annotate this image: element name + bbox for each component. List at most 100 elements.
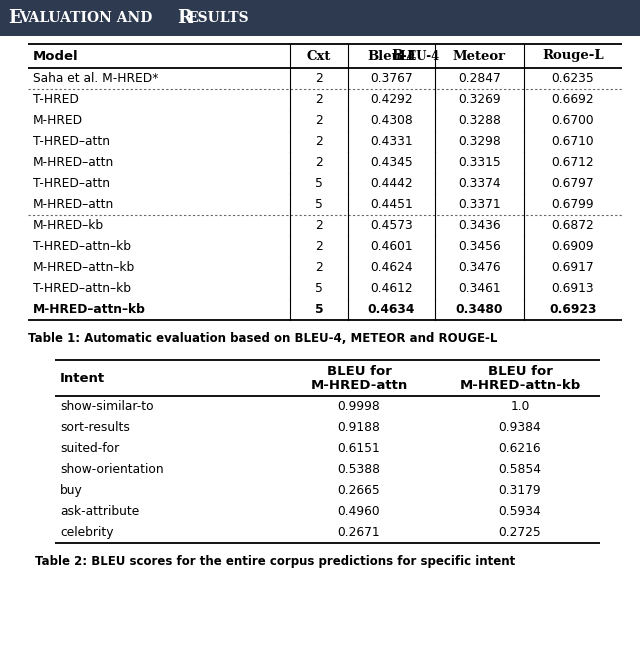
Text: 0.5388: 0.5388 [337,463,381,476]
Text: 0.6913: 0.6913 [552,282,595,295]
Text: suited-for: suited-for [60,442,119,455]
Text: 0.3288: 0.3288 [458,114,501,127]
Text: M-HRED-attn-kb: M-HRED-attn-kb [460,379,580,393]
Text: 0.4634: 0.4634 [368,303,415,316]
Text: 2: 2 [315,219,323,232]
Text: 0.3456: 0.3456 [458,240,501,253]
Text: 0.3476: 0.3476 [458,261,501,274]
Text: B: B [392,49,403,63]
Text: sort-results: sort-results [60,421,130,434]
Text: 0.6712: 0.6712 [552,156,595,169]
Text: 0.4292: 0.4292 [370,93,413,106]
Text: T-HRED–attn: T-HRED–attn [33,177,110,190]
Text: T-HRED–attn–kb: T-HRED–attn–kb [33,282,131,295]
Text: 0.3436: 0.3436 [458,219,501,232]
Text: Saha et al. M-HRED*: Saha et al. M-HRED* [33,72,158,85]
Text: 0.2665: 0.2665 [338,484,380,497]
Text: 0.4451: 0.4451 [370,198,413,211]
Text: 0.4624: 0.4624 [370,261,413,274]
Text: Rouge-L: Rouge-L [542,50,604,62]
Text: 0.5934: 0.5934 [499,505,541,518]
Text: 0.2847: 0.2847 [458,72,501,85]
Text: M-HRED–attn–kb: M-HRED–attn–kb [33,261,135,274]
Text: 2: 2 [315,261,323,274]
Text: Table 2: BLEU scores for the entire corpus predictions for specific intent: Table 2: BLEU scores for the entire corp… [35,555,515,568]
Text: 0.6872: 0.6872 [552,219,595,232]
Text: celebrity: celebrity [60,526,113,539]
Text: VALUATION AND: VALUATION AND [19,11,157,25]
Text: 0.6151: 0.6151 [338,442,380,455]
Text: 0.6923: 0.6923 [549,303,596,316]
Text: M-HRED-attn: M-HRED-attn [310,379,408,393]
Text: buy: buy [60,484,83,497]
Text: BLEU for: BLEU for [326,365,392,379]
Text: 0.4308: 0.4308 [370,114,413,127]
Text: Bleu-4: Bleu-4 [367,50,416,62]
Text: 0.6216: 0.6216 [499,442,541,455]
Text: 0.6235: 0.6235 [552,72,595,85]
Text: 0.5854: 0.5854 [499,463,541,476]
Text: 2: 2 [315,93,323,106]
Text: 2: 2 [315,114,323,127]
Text: 1.0: 1.0 [510,400,530,413]
Text: ESULTS: ESULTS [187,11,248,25]
Text: 0.3298: 0.3298 [458,135,501,148]
Text: R: R [177,9,192,27]
Text: Intent: Intent [60,371,105,385]
Text: 0.6917: 0.6917 [552,261,595,274]
Text: M-HRED–attn: M-HRED–attn [33,156,115,169]
Text: 5: 5 [315,303,323,316]
Text: Table 1: Automatic evaluation based on BLEU-4, METEOR and ROUGE-L: Table 1: Automatic evaluation based on B… [28,332,497,345]
Text: 0.6797: 0.6797 [552,177,595,190]
Text: 5: 5 [315,177,323,190]
Text: M-HRED–kb: M-HRED–kb [33,219,104,232]
Text: 0.3767: 0.3767 [370,72,413,85]
Text: T-HRED–attn: T-HRED–attn [33,135,110,148]
Text: Meteor: Meteor [453,50,506,62]
Text: 0.6700: 0.6700 [552,114,595,127]
Text: LEU-4: LEU-4 [399,50,439,62]
Text: 0.2671: 0.2671 [338,526,380,539]
Text: 0.3269: 0.3269 [458,93,501,106]
Text: show-similar-to: show-similar-to [60,400,154,413]
Text: 0.4345: 0.4345 [370,156,413,169]
Text: 0.4442: 0.4442 [370,177,413,190]
Text: 0.2725: 0.2725 [499,526,541,539]
Text: 0.9188: 0.9188 [337,421,380,434]
Text: BLEU for: BLEU for [488,365,552,379]
Text: 5: 5 [315,198,323,211]
Text: 0.4960: 0.4960 [338,505,380,518]
Text: M-HRED: M-HRED [33,114,83,127]
Text: 0.9384: 0.9384 [499,421,541,434]
Text: Cxt: Cxt [307,50,331,62]
Text: T-HRED–attn–kb: T-HRED–attn–kb [33,240,131,253]
Text: 5: 5 [315,282,323,295]
Text: 2: 2 [315,156,323,169]
Text: 0.4601: 0.4601 [370,240,413,253]
Text: 0.4612: 0.4612 [370,282,413,295]
Text: 0.6710: 0.6710 [552,135,595,148]
Text: 2: 2 [315,240,323,253]
Text: 0.3461: 0.3461 [458,282,501,295]
Text: M-HRED–attn: M-HRED–attn [33,198,115,211]
Text: E: E [8,9,22,27]
Text: 0.6909: 0.6909 [552,240,595,253]
Text: 0.3374: 0.3374 [458,177,501,190]
Text: 2: 2 [315,72,323,85]
Text: M-HRED–attn–kb: M-HRED–attn–kb [33,303,146,316]
Text: 0.6799: 0.6799 [552,198,595,211]
Text: 0.9998: 0.9998 [338,400,380,413]
Text: 0.3315: 0.3315 [458,156,501,169]
Text: show-orientation: show-orientation [60,463,164,476]
Text: T-HRED: T-HRED [33,93,79,106]
Text: 0.4573: 0.4573 [370,219,413,232]
Text: 0.6692: 0.6692 [552,93,595,106]
Text: 0.3179: 0.3179 [499,484,541,497]
Bar [0,0,640,36]
Text: Model: Model [33,50,79,62]
Text: ask-attribute: ask-attribute [60,505,140,518]
Text: 0.4331: 0.4331 [370,135,413,148]
Text: 0.3371: 0.3371 [458,198,501,211]
Text: 2: 2 [315,135,323,148]
Text: 0.3480: 0.3480 [456,303,503,316]
